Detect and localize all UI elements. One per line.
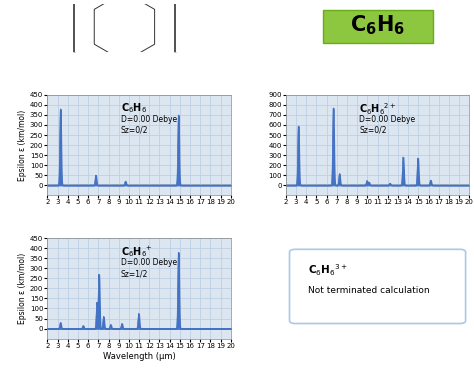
Bar xyxy=(322,10,433,43)
Text: Not terminated calculation: Not terminated calculation xyxy=(308,286,429,296)
Text: C$_6$H$_6$$^{+}$: C$_6$H$_6$$^{+}$ xyxy=(121,244,153,259)
Text: Sz=0/2: Sz=0/2 xyxy=(121,126,148,135)
Y-axis label: Epsilon ε (km/mol): Epsilon ε (km/mol) xyxy=(18,109,27,181)
Text: C$_6$H$_6$$^{3+}$: C$_6$H$_6$$^{3+}$ xyxy=(308,262,348,278)
Y-axis label: Epsilon ε (km/mol): Epsilon ε (km/mol) xyxy=(18,253,27,324)
Text: Sz=1/2: Sz=1/2 xyxy=(121,269,148,278)
FancyBboxPatch shape xyxy=(290,249,465,323)
Text: C$_6$H$_6$$^{2+}$: C$_6$H$_6$$^{2+}$ xyxy=(359,101,397,117)
X-axis label: Wavelength (μm): Wavelength (μm) xyxy=(103,351,175,361)
Text: C$_6$H$_6$: C$_6$H$_6$ xyxy=(121,101,147,115)
Text: Sz=0/2: Sz=0/2 xyxy=(359,126,387,135)
Text: D=0.00 Debye: D=0.00 Debye xyxy=(121,115,177,124)
Text: $\mathbf{C_6H_6}$: $\mathbf{C_6H_6}$ xyxy=(350,14,405,37)
Text: D=0.00 Debye: D=0.00 Debye xyxy=(121,258,177,267)
Text: D=0.00 Debye: D=0.00 Debye xyxy=(359,115,415,124)
